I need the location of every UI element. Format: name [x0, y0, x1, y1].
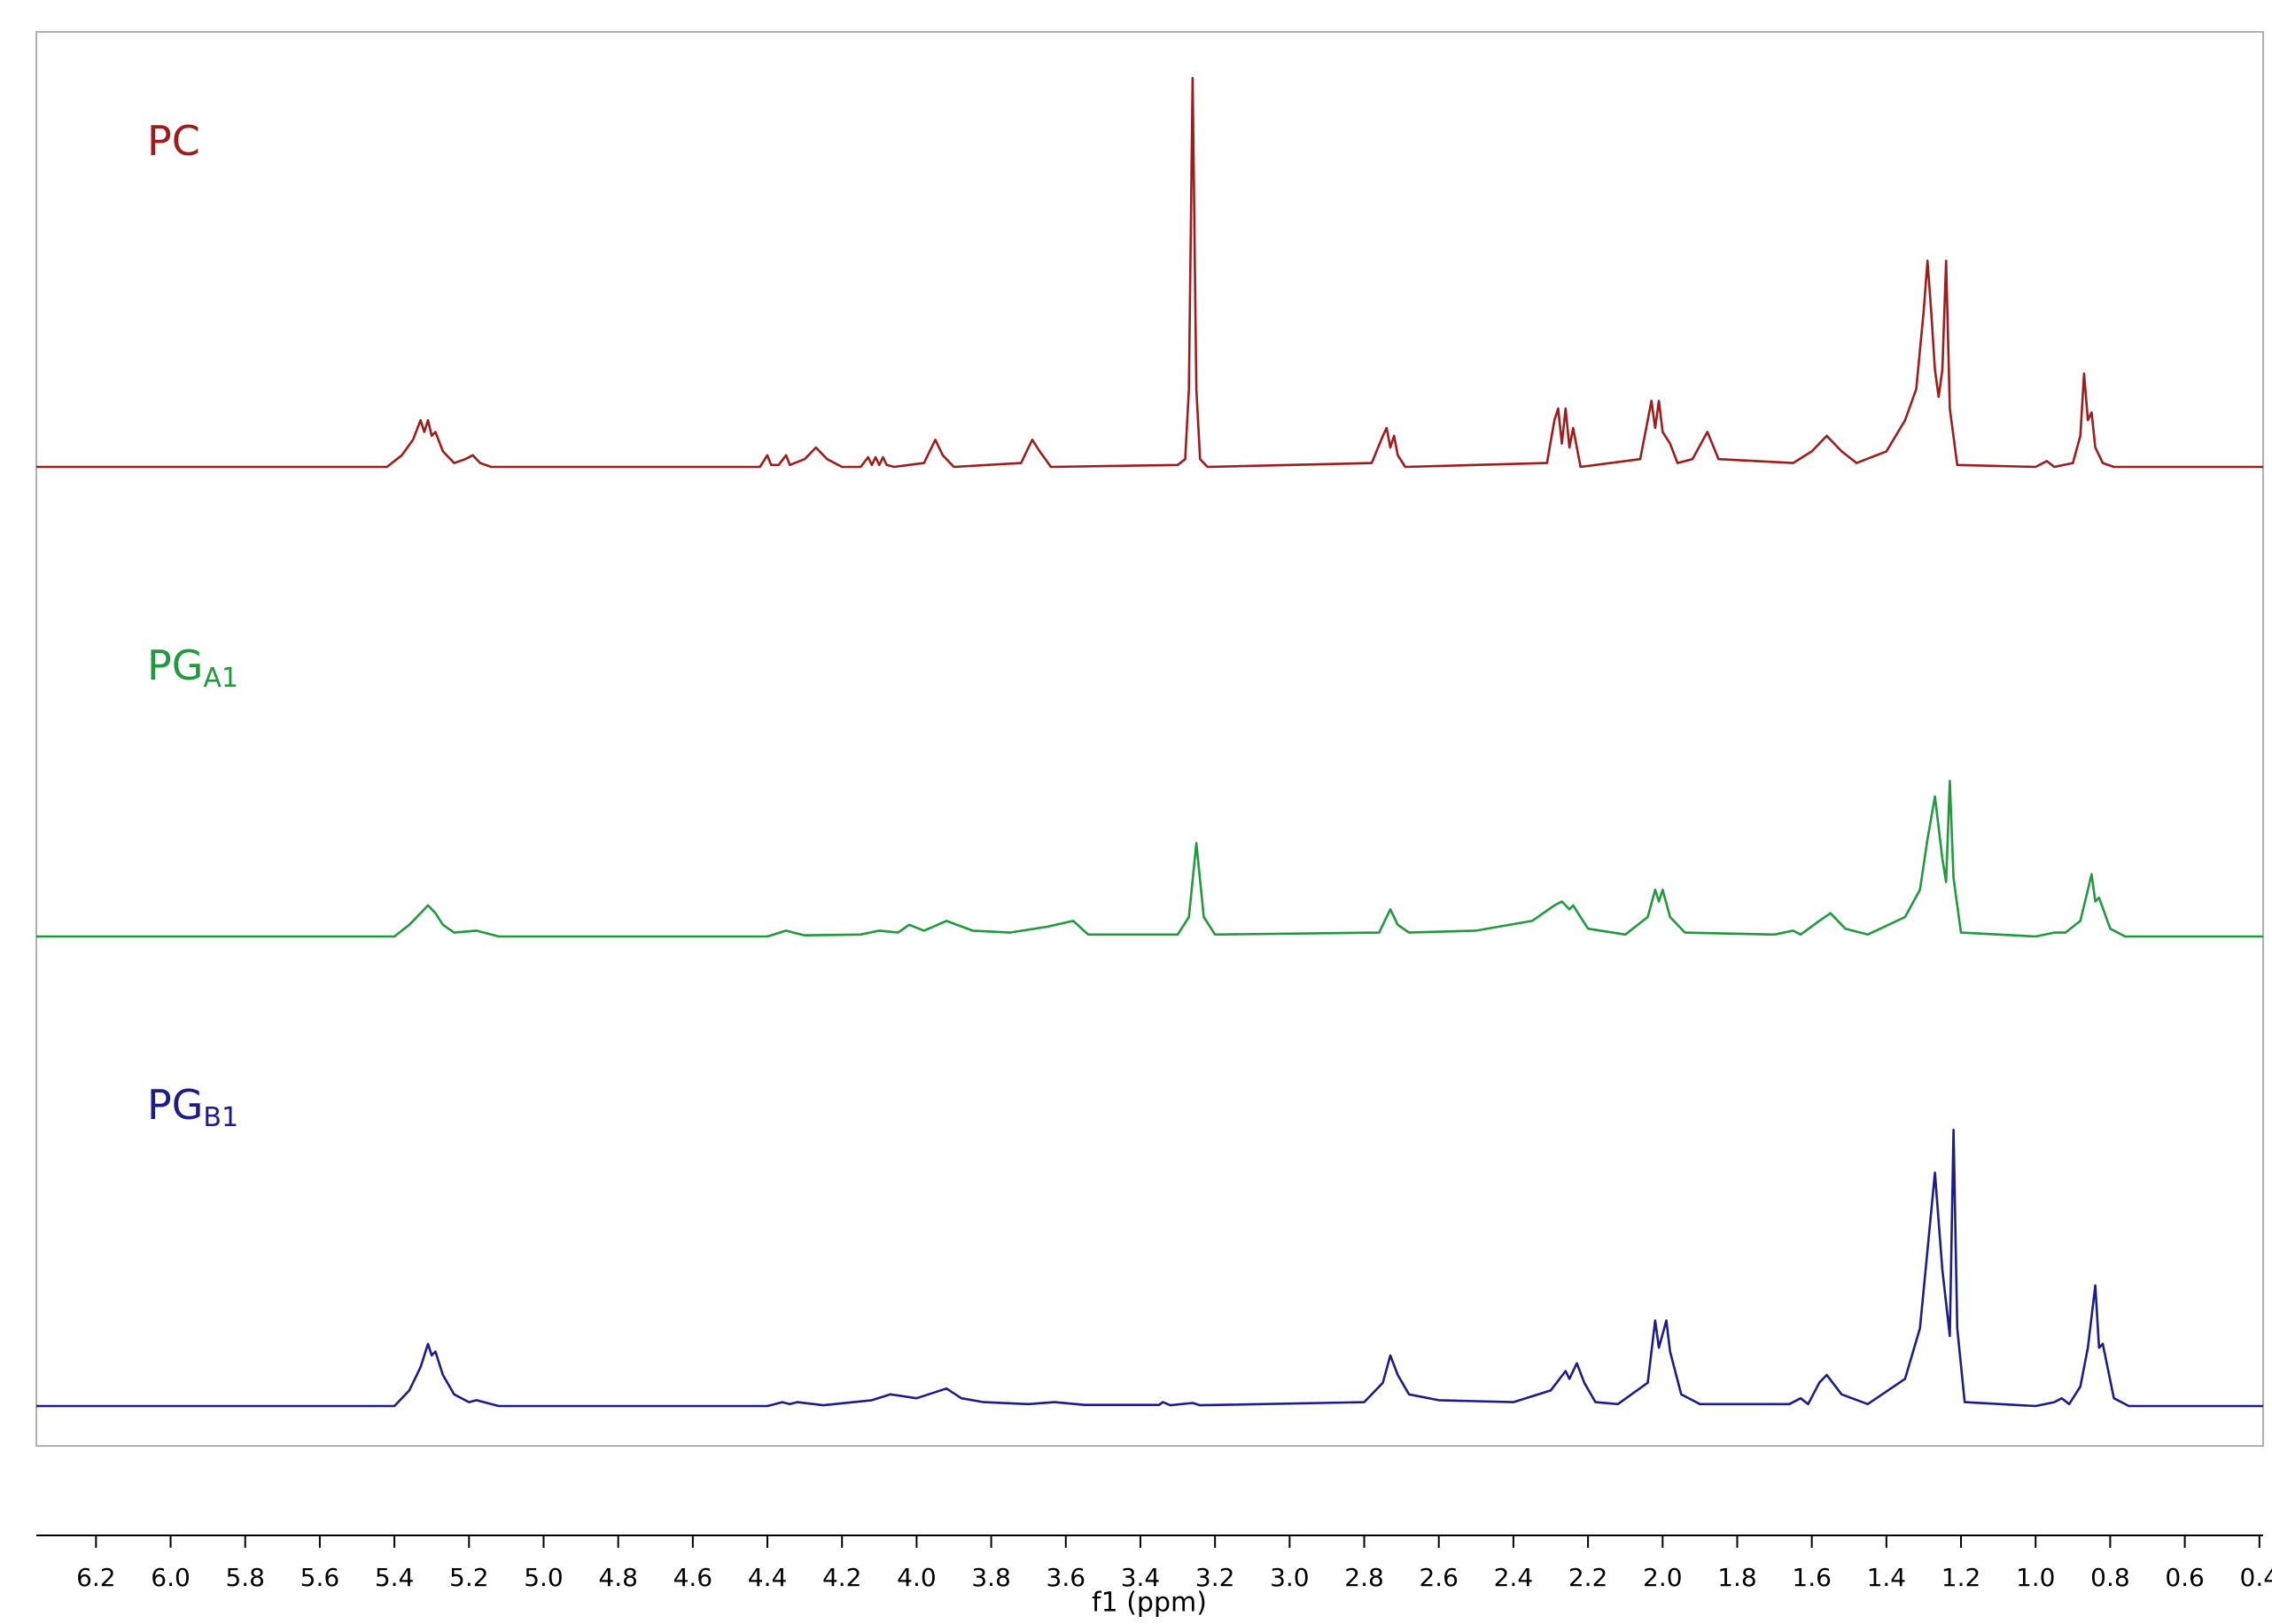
series-name: PG	[147, 1081, 203, 1129]
x-tick-label: 1.8	[1717, 1563, 1757, 1592]
x-tick-label: 0.8	[2090, 1563, 2130, 1592]
x-tick-label: 5.4	[375, 1563, 415, 1592]
x-tick-label: 1.6	[1792, 1563, 1832, 1592]
series-label: PGB1	[147, 1081, 238, 1133]
series-label: PGA1	[147, 641, 238, 694]
x-tick-label: 3.8	[971, 1563, 1011, 1592]
x-axis-label: f1 (ppm)	[1092, 1588, 1207, 1619]
plot-frame	[35, 31, 2264, 1447]
x-tick-label: 4.4	[748, 1563, 788, 1592]
x-tick-label: 6.2	[76, 1563, 116, 1592]
spectrum-line	[36, 780, 2263, 938]
x-tick-label: 3.6	[1047, 1563, 1086, 1592]
x-tick-label: 1.2	[1941, 1563, 1981, 1592]
x-tick-label: 0.4	[2240, 1563, 2272, 1592]
series-label: PC	[147, 117, 200, 165]
x-tick-label: 2.6	[1419, 1563, 1459, 1592]
x-tick-label: 3.2	[1195, 1563, 1235, 1592]
x-tick-label: 2.0	[1643, 1563, 1683, 1592]
series-name: PC	[147, 117, 200, 165]
x-tick-label: 5.8	[225, 1563, 265, 1592]
x-tick-label: 4.2	[822, 1563, 862, 1592]
x-tick-label: 1.4	[1867, 1563, 1907, 1592]
x-tick-label: 2.8	[1344, 1563, 1384, 1592]
x-tick-label: 5.2	[449, 1563, 489, 1592]
series-name: PG	[147, 641, 203, 689]
spectrum-line	[36, 1129, 2263, 1408]
x-tick-label: 5.0	[524, 1563, 564, 1592]
x-tick-label: 3.0	[1270, 1563, 1310, 1592]
x-tick-label: 2.4	[1494, 1563, 1534, 1592]
x-tick-label: 4.6	[673, 1563, 713, 1592]
spectrum-line	[36, 76, 2263, 469]
x-tick-label: 4.8	[598, 1563, 638, 1592]
x-tick-label: 5.6	[300, 1563, 340, 1592]
x-tick-label: 2.2	[1568, 1563, 1608, 1592]
series-subscript: A1	[203, 663, 238, 694]
x-tick-label: 6.0	[151, 1563, 191, 1592]
series-subscript: B1	[203, 1102, 238, 1133]
x-tick-label: 4.0	[897, 1563, 937, 1592]
x-tick-label: 3.4	[1121, 1563, 1161, 1592]
x-tick-label: 1.0	[2016, 1563, 2056, 1592]
x-tick-label: 0.6	[2165, 1563, 2205, 1592]
